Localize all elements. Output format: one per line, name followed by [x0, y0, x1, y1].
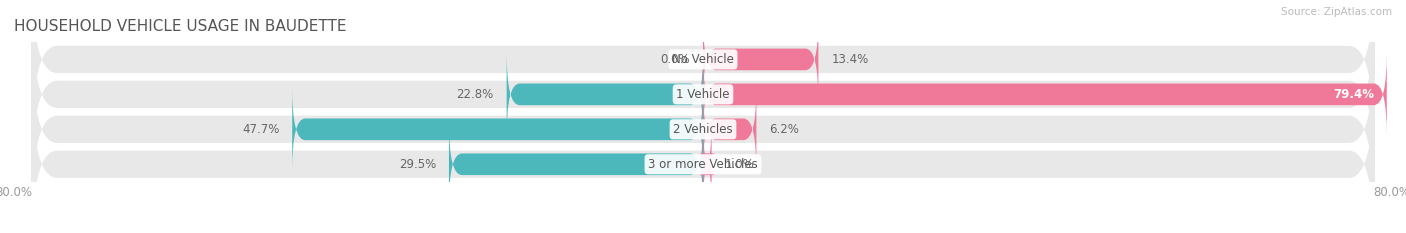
FancyBboxPatch shape [699, 123, 716, 206]
Text: 13.4%: 13.4% [831, 53, 869, 66]
FancyBboxPatch shape [506, 53, 703, 136]
Text: 79.4%: 79.4% [1333, 88, 1374, 101]
FancyBboxPatch shape [31, 38, 1375, 221]
FancyBboxPatch shape [31, 0, 1375, 151]
Text: 22.8%: 22.8% [457, 88, 494, 101]
Text: 29.5%: 29.5% [399, 158, 436, 171]
FancyBboxPatch shape [292, 88, 703, 171]
Text: Source: ZipAtlas.com: Source: ZipAtlas.com [1281, 7, 1392, 17]
Text: 3 or more Vehicles: 3 or more Vehicles [648, 158, 758, 171]
Text: No Vehicle: No Vehicle [672, 53, 734, 66]
Text: 1.0%: 1.0% [724, 158, 754, 171]
FancyBboxPatch shape [31, 3, 1375, 186]
Text: 2 Vehicles: 2 Vehicles [673, 123, 733, 136]
Text: 47.7%: 47.7% [242, 123, 280, 136]
FancyBboxPatch shape [703, 53, 1386, 136]
FancyBboxPatch shape [703, 18, 818, 101]
Text: 6.2%: 6.2% [769, 123, 799, 136]
Text: 0.0%: 0.0% [661, 53, 690, 66]
FancyBboxPatch shape [703, 88, 756, 171]
Text: 1 Vehicle: 1 Vehicle [676, 88, 730, 101]
Text: HOUSEHOLD VEHICLE USAGE IN BAUDETTE: HOUSEHOLD VEHICLE USAGE IN BAUDETTE [14, 19, 346, 34]
FancyBboxPatch shape [449, 123, 703, 206]
FancyBboxPatch shape [31, 73, 1375, 233]
